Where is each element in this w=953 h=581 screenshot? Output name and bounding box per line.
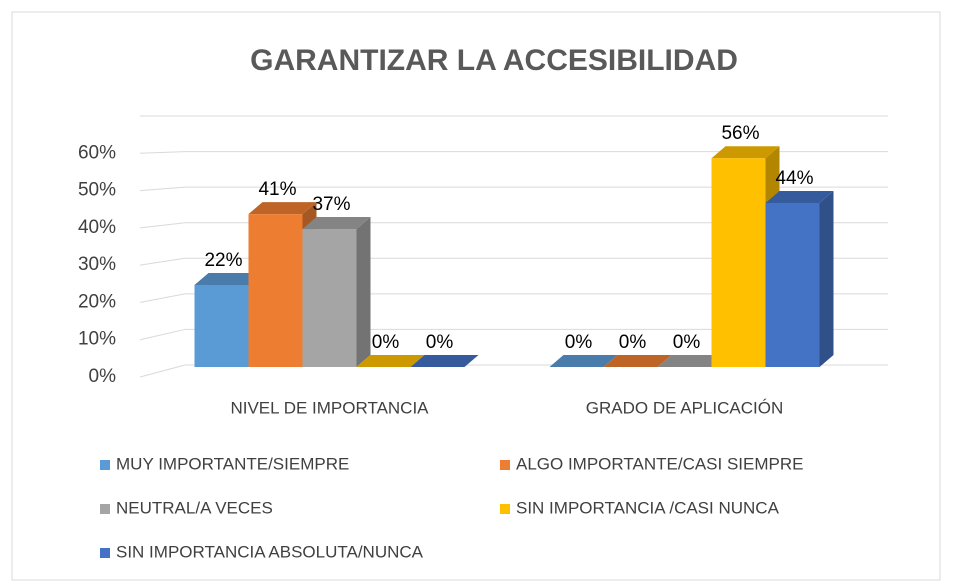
legend-swatch <box>100 460 110 470</box>
legend-swatch <box>500 504 510 514</box>
bar-top <box>711 146 780 159</box>
value-label: 37% <box>312 194 350 215</box>
grid-line-side <box>139 257 186 266</box>
value-label: 0% <box>426 332 454 353</box>
bar-side <box>356 217 371 367</box>
y-tick-label: 0% <box>89 366 117 387</box>
bar-top <box>765 190 834 203</box>
grid-line-side <box>139 364 186 378</box>
bar-top <box>302 217 371 230</box>
value-label: 0% <box>372 332 400 353</box>
bar-top <box>410 355 479 367</box>
legend-label: MUY IMPORTANTE/SIEMPRE <box>116 454 349 473</box>
bar-top <box>356 355 425 367</box>
y-tick-label: 60% <box>78 142 116 163</box>
bar-top <box>549 355 618 367</box>
y-tick-label: 50% <box>78 180 116 201</box>
x-tick-label: GRADO DE APLICACIÓN <box>586 398 783 417</box>
legend-swatch <box>100 548 110 558</box>
value-label: 56% <box>721 123 759 144</box>
value-label: 0% <box>619 332 647 353</box>
grid-line-side <box>139 151 186 154</box>
bar <box>549 355 618 367</box>
bar-front <box>248 214 303 367</box>
bar <box>765 190 834 367</box>
legend-label: NEUTRAL/A VECES <box>116 498 273 517</box>
bar-top <box>248 202 317 215</box>
bar <box>410 355 479 367</box>
y-tick-label: 10% <box>78 329 116 350</box>
bar-front <box>765 202 820 367</box>
grid-line-side <box>139 186 186 192</box>
chart-title: GARANTIZAR LA ACCESIBILIDAD <box>250 44 738 77</box>
bar <box>657 355 726 367</box>
bar <box>302 217 371 367</box>
grid-line-side <box>139 293 186 303</box>
legend-label: SIN IMPORTANCIA ABSOLUTA/NUNCA <box>116 542 424 561</box>
y-tick-label: 40% <box>78 217 116 238</box>
legend-swatch <box>100 504 110 514</box>
bar-side <box>819 190 834 367</box>
value-label: 0% <box>565 332 593 353</box>
legend-label: ALGO IMPORTANTE/CASI SIEMPRE <box>516 454 803 473</box>
bar-front <box>711 158 766 367</box>
value-label: 41% <box>258 179 296 200</box>
bar-top <box>603 355 672 367</box>
bar <box>356 355 425 367</box>
bar-top <box>194 272 263 285</box>
bar-front <box>194 284 249 367</box>
bar-front <box>302 229 357 367</box>
value-label: 44% <box>775 168 813 189</box>
legend-swatch <box>500 460 510 470</box>
grid-line-side <box>139 222 186 229</box>
bar-top <box>657 355 726 367</box>
grid-line-side <box>139 328 186 341</box>
value-label: 22% <box>204 250 242 271</box>
bar <box>603 355 672 367</box>
legend-label: SIN IMPORTANCIA /CASI NUNCA <box>516 498 780 517</box>
y-tick-label: 30% <box>78 254 116 275</box>
value-label: 0% <box>673 332 701 353</box>
x-tick-label: NIVEL DE IMPORTANCIA <box>230 398 429 417</box>
y-tick-label: 20% <box>78 291 116 312</box>
